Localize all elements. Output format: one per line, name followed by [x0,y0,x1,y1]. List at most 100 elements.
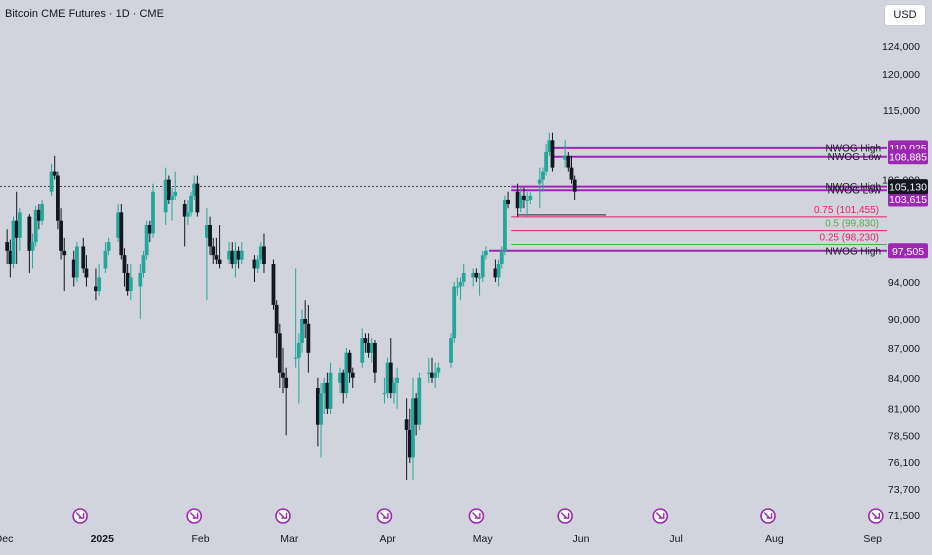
candle-body [461,272,466,282]
candle [366,333,371,358]
candle [14,191,19,265]
candle-body [192,183,197,196]
candle [480,250,485,282]
y-tick-label: 71,500 [888,510,920,522]
forward-arrow-icon [557,508,573,524]
forward-arrow-icon [72,508,88,524]
event-glyph [278,512,288,519]
event-glyph [75,512,85,519]
candle [452,281,457,343]
candle-body [541,171,545,180]
candle [55,171,60,230]
candle-body [106,242,111,251]
candle-body [385,362,390,394]
candle [52,155,57,180]
candle-body [271,264,276,305]
y-tick-label: 94,000 [888,277,920,289]
candles-layer [5,132,577,480]
nwog-level-label: NWOG High [825,182,881,193]
candle-body [373,342,377,373]
candle [236,246,241,269]
candle [49,163,54,196]
candle-body [252,259,257,269]
current-price-box-text: 105,130 [889,182,927,194]
candle [544,144,549,176]
events-row [72,508,884,524]
candle-body [277,333,282,373]
candle-body [480,255,485,278]
candle-body [217,259,222,265]
candle [81,237,86,273]
x-tick-label: Dec [0,533,13,545]
candle-body [458,281,463,287]
currency-button[interactable]: USD [884,4,926,26]
candle [40,199,44,225]
candle [388,338,393,399]
candle [436,362,441,378]
candle [407,408,412,464]
candle-body [40,204,44,221]
y-tick-label: 120,000 [882,69,920,81]
candle-body [341,372,346,394]
candle-body [49,171,54,192]
candle [499,246,504,269]
extra-price-box: 103,615 [888,191,928,207]
candle [474,268,479,282]
forward-arrow-icon [275,508,291,524]
candle [252,255,257,282]
candle [230,242,235,269]
y-tick-label: 87,000 [888,343,920,355]
price-labels-layer: 110,025108,885104,68597,505103,615105,13… [888,140,928,259]
candle-body [205,224,209,238]
candle-body [17,212,22,238]
candle-body [11,220,16,265]
candle-body [239,250,244,260]
candle [303,300,308,339]
candle [119,204,124,260]
candle [208,216,212,256]
candle [59,208,63,260]
candle-body [369,342,374,353]
nwog-price-box-text: 108,885 [889,152,927,164]
event-glyph [656,512,665,519]
x-tick-label: Mar [280,533,299,545]
candle-body [103,250,108,269]
fib-level-label: 0.5 (99,830) [825,219,879,230]
candle-body [195,183,200,213]
candle-body [328,372,333,409]
candle-body [94,286,98,292]
candle-body [296,342,301,358]
candle [528,191,533,205]
candle-body [449,338,453,363]
candle [94,268,98,301]
y-tick-label: 78,500 [888,430,920,442]
candle [296,333,301,404]
candle [426,357,431,383]
candle [347,349,352,383]
current-price-box: 105,130 [888,179,928,195]
y-tick-label: 81,000 [888,404,920,416]
candle-body [189,195,193,213]
y-tick-label: 84,000 [888,373,920,385]
candle [151,183,155,238]
candle [477,272,482,296]
x-axis[interactable]: Dec 2025 Feb Mar Apr May Jun Jul Aug Sep [0,533,882,545]
x-tick-label: Jul [669,533,682,545]
candle-body [55,175,60,221]
candle-body [499,250,504,265]
event-glyph [190,512,199,519]
candle-body [163,179,168,213]
candle-body [36,209,41,221]
extra-price-box-text: 103,615 [889,194,927,206]
candle [227,242,231,265]
candle-body [5,242,10,251]
candle [325,372,330,415]
candle-body [8,250,13,265]
candle [106,237,111,256]
candle-body [281,372,285,378]
x-tick-label: Jun [573,533,590,545]
candle [277,323,282,388]
candle-body [503,199,507,251]
